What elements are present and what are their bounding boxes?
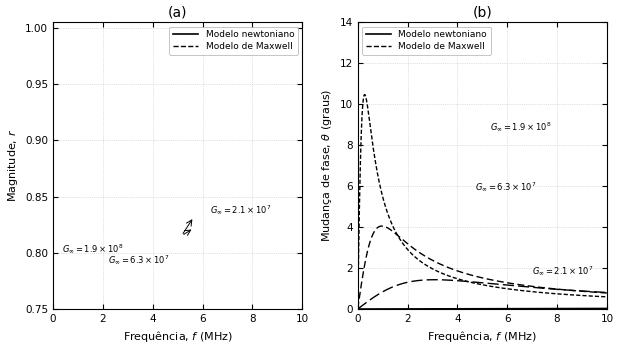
Line: Modelo newtoniano: Modelo newtoniano (358, 308, 607, 309)
Text: $G_{\infty} = 2.1 \times 10^7$: $G_{\infty} = 2.1 \times 10^7$ (210, 203, 272, 217)
Text: $G_{\infty} = 2.1 \times 10^7$: $G_{\infty} = 2.1 \times 10^7$ (532, 265, 594, 278)
Modelo newtoniano (354, 307, 361, 311)
Text: $G_{\infty} = 1.9 \times 10^8$: $G_{\infty} = 1.9 \times 10^8$ (62, 243, 123, 256)
Text: $G_{\infty} = 6.3 \times 10^7$: $G_{\infty} = 6.3 \times 10^7$ (108, 254, 170, 267)
Modelo newtoniano (525, 307, 532, 311)
Title: (b): (b) (472, 6, 492, 20)
Modelo newtoniano (464, 307, 471, 311)
Legend: Modelo newtoniano, Modelo de Maxwell: Modelo newtoniano, Modelo de Maxwell (362, 27, 490, 55)
Y-axis label: Magnitude, $r$: Magnitude, $r$ (6, 129, 20, 202)
Y-axis label: Mudança de fase, $\theta$ (graus): Mudança de fase, $\theta$ (graus) (320, 89, 334, 242)
Text: $G_{\infty} = 6.3 \times 10^7$: $G_{\infty} = 6.3 \times 10^7$ (475, 181, 536, 194)
Modelo newtoniano (553, 307, 560, 311)
X-axis label: Frequência, $f$ (MHz): Frequência, $f$ (MHz) (427, 329, 537, 344)
Modelo newtoniano (548, 307, 556, 311)
Legend: Modelo newtoniano, Modelo de Maxwell: Modelo newtoniano, Modelo de Maxwell (170, 27, 298, 55)
Text: $G_{\infty} = 1.9 \times 10^8$: $G_{\infty} = 1.9 \times 10^8$ (490, 121, 552, 134)
Modelo newtoniano (379, 307, 387, 311)
X-axis label: Frequência, $f$ (MHz): Frequência, $f$ (MHz) (123, 329, 233, 344)
Title: (a): (a) (168, 6, 188, 20)
Modelo newtoniano (603, 306, 610, 310)
Modelo newtoniano (455, 307, 462, 311)
